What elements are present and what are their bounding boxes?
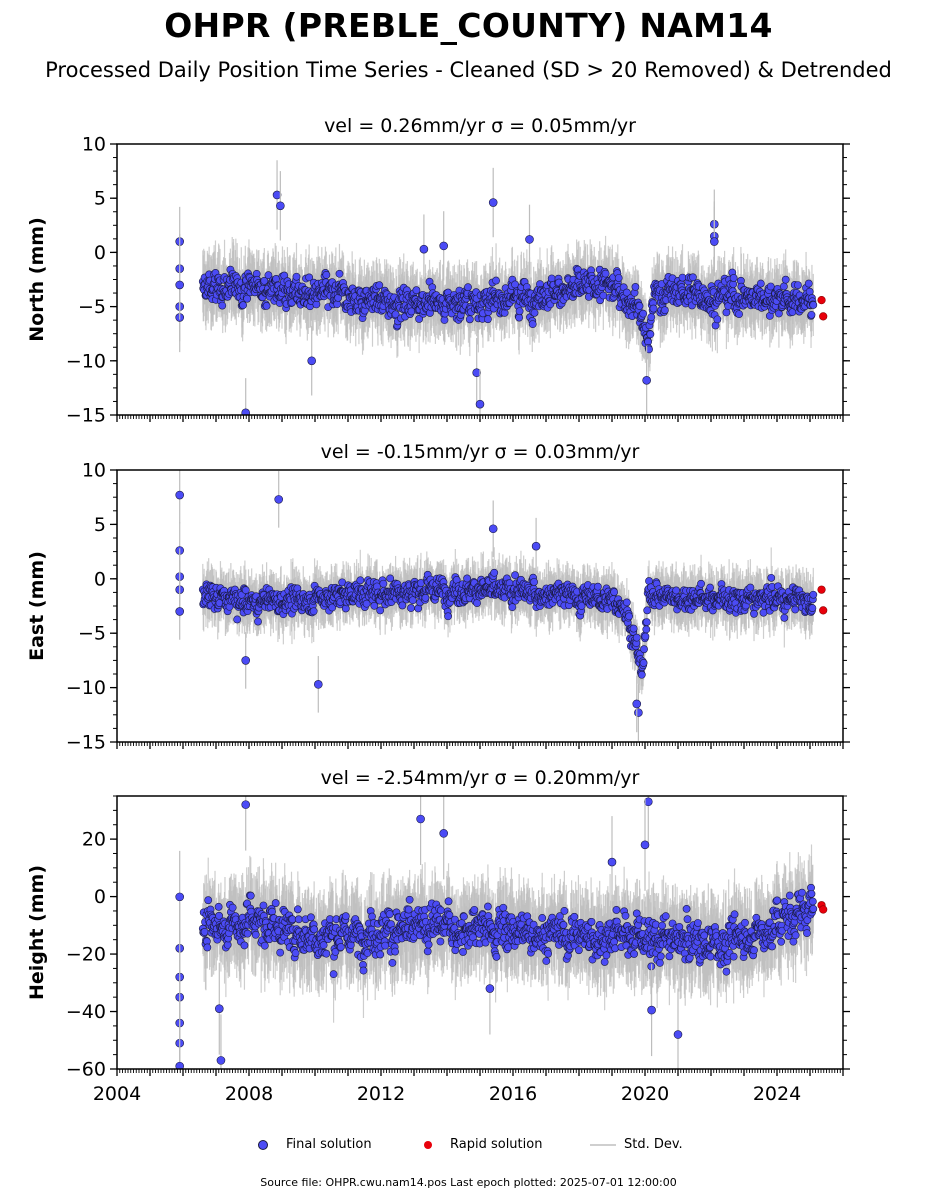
data-point: [631, 283, 640, 291]
data-point: [305, 273, 314, 282]
data-point: [412, 286, 421, 295]
data-point: [528, 320, 537, 329]
data-point: [407, 604, 415, 612]
data-point: [601, 269, 610, 278]
data-point: [370, 601, 379, 610]
data-point: [649, 304, 658, 313]
data-point: [386, 574, 395, 583]
final-solution-points: [198, 264, 818, 354]
data-point: [254, 617, 262, 626]
data-point: [335, 269, 344, 278]
data-point: [444, 612, 452, 621]
data-point: [440, 316, 449, 324]
y-tick-label: 0: [94, 242, 106, 264]
data-point: [322, 270, 331, 279]
outlier-point: [307, 356, 317, 366]
data-point: [804, 279, 813, 288]
data-point: [408, 596, 417, 605]
outlier-point: [175, 280, 184, 290]
data-point: [639, 309, 648, 318]
rapid-point: [819, 312, 828, 321]
outlier-point: [525, 235, 534, 244]
outlier-point: [419, 244, 429, 254]
data-point: [729, 274, 738, 282]
panel-north: −15 −10 −5 0 5 10 vel = 0.26mm/yr σ = 0.05mm/y…: [26, 115, 850, 427]
data-point: [635, 302, 644, 310]
data-point: [766, 282, 775, 291]
data-point: [421, 593, 430, 602]
data-point: [713, 315, 722, 324]
data-point: [239, 301, 247, 310]
data-point: [689, 273, 697, 282]
data-point: [398, 601, 407, 610]
data-point: [376, 606, 385, 615]
main-title: OHPR (PREBLE_COUNTY) NAM14: [164, 6, 773, 45]
y-tick-label: 5: [94, 188, 106, 210]
data-point: [379, 579, 388, 588]
data-point: [233, 615, 242, 624]
outlier-point: [439, 241, 449, 251]
data-point: [779, 282, 788, 291]
outlier-point: [709, 237, 719, 246]
data-point: [241, 586, 250, 595]
x-axis: [116, 415, 844, 422]
outlier-point: [276, 201, 285, 211]
rapid-solution-points: [817, 295, 828, 321]
data-point: [464, 283, 472, 292]
data-point: [262, 301, 271, 310]
y-tick-label: −10: [66, 350, 106, 372]
data-point: [756, 279, 765, 288]
data-point: [794, 281, 802, 290]
std-dev-bars: [202, 547, 814, 695]
y-axis-label: North (mm): [26, 217, 48, 342]
outlier-point: [472, 368, 482, 378]
data-point: [660, 306, 669, 315]
rapid-point: [817, 295, 826, 305]
data-point: [328, 603, 337, 612]
panel-title: vel = 0.26mm/yr σ = 0.05mm/yr: [324, 115, 636, 137]
outlier-point: [475, 399, 485, 409]
data-point: [415, 315, 424, 323]
outlier-point: [642, 376, 651, 385]
data-point: [484, 315, 492, 324]
outlier-point: [488, 198, 498, 207]
data-point: [614, 274, 623, 282]
data-point: [218, 301, 227, 310]
data-point: [646, 330, 655, 339]
final-solution-points: [198, 568, 818, 679]
data-point: [356, 576, 365, 585]
y-tick-label: −5: [78, 296, 106, 318]
data-point: [735, 310, 743, 319]
data-point: [515, 307, 524, 316]
data-point: [260, 276, 269, 285]
data-point: [530, 308, 539, 317]
y-tick-label: 10: [82, 134, 106, 156]
data-point: [391, 310, 400, 319]
data-point: [492, 276, 500, 285]
data-point: [807, 310, 816, 319]
final-solution-outliers: [175, 160, 719, 415]
data-point: [264, 271, 273, 280]
outlier-point: [241, 408, 250, 415]
data-point: [309, 607, 318, 616]
data-point: [243, 294, 252, 303]
data-point: [465, 315, 474, 324]
data-point: [781, 275, 790, 284]
data-point: [362, 599, 371, 608]
data-point: [722, 308, 731, 317]
y-axis: −15 −10 −5 0 5 10: [66, 134, 850, 427]
data-point: [809, 301, 818, 309]
y-tick-label: −15: [66, 405, 106, 427]
data-point: [375, 281, 384, 290]
data-point: [647, 313, 656, 322]
data-point: [622, 288, 631, 297]
subtitle: Processed Daily Position Time Series - C…: [45, 58, 892, 82]
data-point: [292, 272, 301, 281]
outlier-point: [272, 190, 282, 200]
